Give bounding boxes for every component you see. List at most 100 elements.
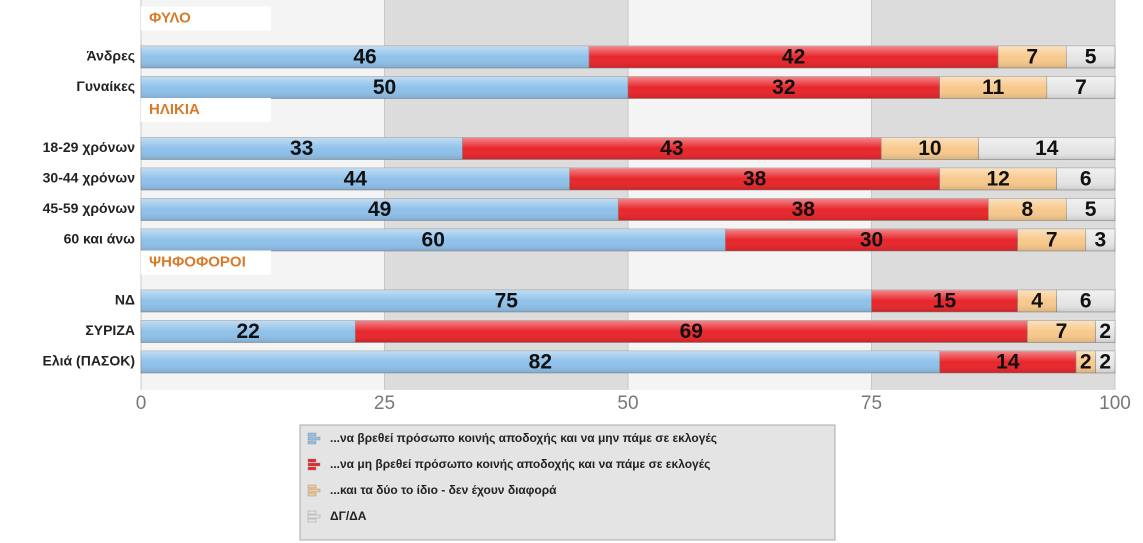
data-label: 7: [1075, 76, 1087, 99]
data-label: 32: [772, 76, 795, 99]
data-label: 2: [1099, 320, 1111, 343]
data-label: 3: [1095, 229, 1107, 252]
legend-swatch: [307, 492, 317, 497]
bar-gloss: [141, 198, 619, 221]
category-label: Άνδρες: [87, 48, 135, 64]
bar-gloss: [1066, 198, 1115, 221]
bar-gloss: [141, 76, 628, 99]
x-tick-label: 25: [374, 393, 395, 414]
bar-gloss: [589, 46, 999, 68]
data-label: 33: [290, 137, 313, 160]
data-label: 2: [1080, 351, 1092, 374]
data-label: 7: [1056, 320, 1068, 343]
data-label: 82: [529, 351, 552, 374]
bar-gloss: [1095, 320, 1115, 343]
data-label: 38: [792, 198, 816, 221]
legend-label: ...να μη βρεθεί πρόσωπο κοινής αποδοχής …: [330, 457, 710, 471]
data-label: 2: [1099, 351, 1111, 374]
data-label: 8: [1021, 198, 1033, 221]
group-header-bg: [141, 6, 271, 31]
data-label: 4: [1031, 290, 1043, 313]
bar-gloss: [1027, 320, 1096, 343]
bar-gloss: [141, 137, 463, 160]
category-label: 45-59 χρόνων: [43, 200, 136, 216]
category-label: Ελιά (ΠΑΣΟΚ): [43, 353, 135, 369]
legend-swatch: [307, 458, 317, 463]
x-tick-label: 75: [861, 393, 882, 414]
data-label: 60: [422, 229, 445, 252]
bar-gloss: [1017, 229, 1086, 251]
group-header: ΗΛΙΚΙΑ: [149, 101, 200, 118]
legend-swatch: [307, 436, 321, 441]
bar-gloss: [939, 351, 1077, 373]
data-label: 11: [982, 76, 1005, 99]
bar-gloss: [141, 351, 940, 373]
legend-swatch: [307, 518, 317, 523]
data-label: 5: [1085, 198, 1097, 221]
bar-gloss: [628, 76, 940, 99]
bar-gloss: [1066, 46, 1115, 68]
data-label: 14: [996, 351, 1020, 374]
bar-gloss: [939, 76, 1047, 99]
legend-label: ...και τα δύο το ίδιο - δεν έχουν διαφορ…: [330, 483, 557, 497]
bar-gloss: [1056, 290, 1115, 312]
legend-swatch: [307, 440, 317, 445]
data-label: 46: [353, 46, 376, 69]
group-header-bg: [141, 98, 271, 122]
data-label: 38: [743, 168, 767, 191]
data-label: 75: [495, 290, 519, 313]
data-label: 6: [1080, 290, 1092, 313]
bar-gloss: [1046, 76, 1115, 99]
bar-gloss: [1056, 168, 1115, 190]
data-label: 50: [373, 76, 396, 99]
bar-gloss: [141, 320, 356, 343]
data-label: 30: [860, 229, 883, 252]
data-label: 7: [1026, 46, 1038, 69]
group-header: ΦΥΛΟ: [149, 9, 191, 26]
legend-swatch: [307, 510, 317, 515]
x-tick-label: 0: [136, 393, 147, 414]
category-label: Γυναίκες: [76, 78, 135, 94]
category-label: 60 και άνω: [64, 231, 136, 247]
legend-label: ΔΓ/ΔΑ: [330, 509, 367, 523]
bar-gloss: [1085, 229, 1115, 251]
legend-swatch: [307, 488, 321, 493]
data-label: 7: [1046, 229, 1058, 252]
data-label: 69: [680, 320, 703, 343]
legend-label: ...να βρεθεί πρόσωπο κοινής αποδοχής και…: [330, 431, 717, 445]
bar-gloss: [725, 229, 1018, 251]
x-tick-label: 50: [617, 393, 638, 414]
legend-box: [299, 424, 836, 541]
bar-gloss: [1017, 290, 1057, 312]
bar-gloss: [462, 137, 882, 160]
bar-gloss: [1095, 351, 1115, 373]
x-tick-label: 100: [1099, 393, 1131, 414]
data-label: 22: [236, 320, 259, 343]
bar-gloss: [939, 168, 1057, 190]
data-label: 44: [344, 168, 368, 191]
bar-gloss: [1076, 351, 1096, 373]
category-label: ΣΥΡΙΖΑ: [85, 322, 135, 338]
bar-gloss: [978, 137, 1115, 160]
bar-gloss: [141, 229, 726, 251]
legend-swatch: [307, 514, 321, 519]
data-label: 42: [782, 46, 805, 69]
bar-gloss: [355, 320, 1028, 343]
data-label: 15: [933, 290, 957, 313]
legend-swatch: [307, 466, 317, 471]
legend-swatch: [307, 462, 321, 467]
bar-gloss: [881, 137, 979, 160]
bar-gloss: [618, 198, 989, 221]
bar-gloss: [141, 168, 570, 190]
legend-swatch: [307, 484, 317, 489]
bar-gloss: [141, 46, 590, 68]
category-label: 30-44 χρόνων: [43, 170, 136, 186]
category-label: ΝΔ: [115, 292, 135, 308]
group-header-bg: [141, 250, 271, 275]
bar-gloss: [871, 290, 1018, 312]
group-header: ΨΗΦΟΦΟΡΟΙ: [149, 253, 246, 270]
data-label: 12: [986, 168, 1009, 191]
data-label: 6: [1080, 168, 1092, 191]
data-label: 10: [918, 137, 941, 160]
